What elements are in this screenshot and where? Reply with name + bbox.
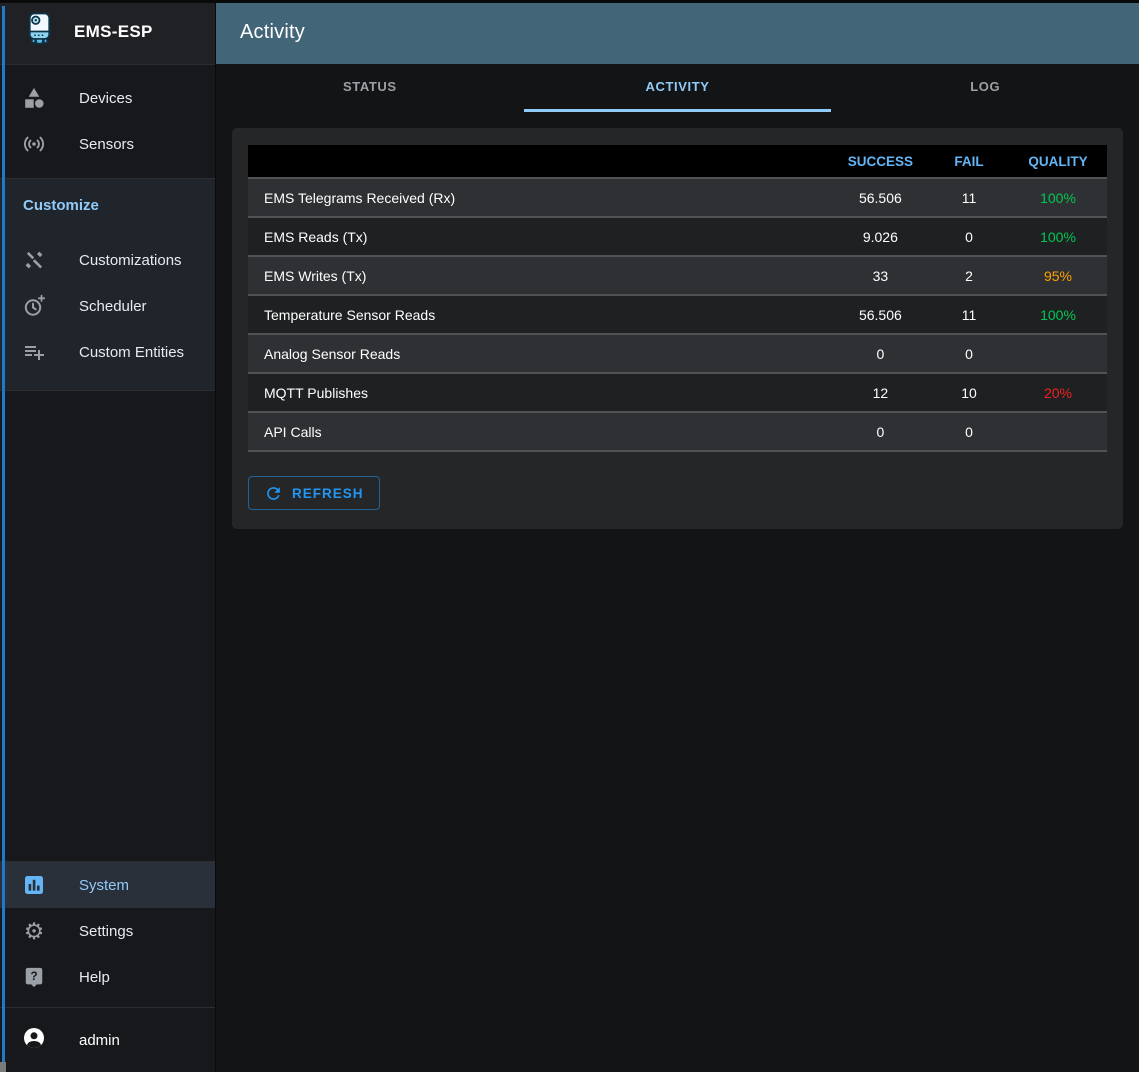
sidebar-item-customizations[interactable]: Customizations xyxy=(0,237,215,283)
success-cell: 0 xyxy=(876,345,885,362)
quality-cell xyxy=(1009,334,1107,373)
table-header-row: SUCCESS FAIL QUALITY xyxy=(248,145,1107,178)
username: admin xyxy=(79,1031,120,1049)
sidebar-item-label: Settings xyxy=(79,922,134,940)
sidebar-nav: Devices Sensors xyxy=(0,65,215,167)
quality-cell: 100% xyxy=(1040,189,1076,206)
tab-status[interactable]: STATUS xyxy=(343,79,397,94)
row-label-cell: Temperature Sensor Reads xyxy=(264,306,436,323)
sidebar-item-scheduler[interactable]: Scheduler xyxy=(0,283,215,329)
page-title: Activity xyxy=(240,20,305,43)
sensors-icon xyxy=(22,132,46,156)
refresh-button[interactable]: REFRESH xyxy=(248,476,380,510)
window-top-edge xyxy=(0,0,1139,3)
window-edge-artifact-cap xyxy=(0,1062,6,1072)
sidebar-item-label: Devices xyxy=(79,89,133,107)
sidebar-item-system[interactable]: System xyxy=(0,862,215,908)
fail-column-header: FAIL xyxy=(929,145,1009,178)
quality-cell: 95% xyxy=(1043,267,1073,284)
account-circle-icon xyxy=(22,1026,46,1055)
main-content: Activity STATUS ACTIVITY LOG SUCCESS FAI… xyxy=(216,0,1139,1072)
row-label-cell: EMS Telegrams Received (Rx) xyxy=(264,189,456,206)
user-section: admin xyxy=(0,1007,215,1072)
row-label-cell: EMS Writes (Tx) xyxy=(264,267,367,284)
sidebar-item-label: System xyxy=(79,876,130,894)
success-cell: 56.506 xyxy=(858,306,902,323)
success-cell: 9.026 xyxy=(862,228,898,245)
row-label-cell: Analog Sensor Reads xyxy=(264,345,401,362)
fail-cell: 2 xyxy=(965,267,973,284)
table-row: EMS Telegrams Received (Rx) 56.506 11 10… xyxy=(248,178,1107,217)
row-label-cell: EMS Reads (Tx) xyxy=(264,228,368,245)
row-label-cell: API Calls xyxy=(264,423,322,440)
sidebar-item-label: Customizations xyxy=(79,251,182,269)
tab-bar: STATUS ACTIVITY LOG xyxy=(216,64,1139,112)
category-icon xyxy=(22,86,46,110)
customize-section-label: Customize xyxy=(23,197,99,214)
quality-cell xyxy=(1009,412,1107,451)
sidebar-item-help[interactable]: ? Help xyxy=(0,954,215,1000)
quality-cell: 20% xyxy=(1043,384,1073,401)
fail-cell: 0 xyxy=(965,228,973,245)
row-label-cell: MQTT Publishes xyxy=(264,384,368,401)
success-cell: 56.506 xyxy=(858,189,902,206)
fail-cell: 0 xyxy=(965,345,973,362)
sidebar-item-label: Custom Entities xyxy=(79,343,185,361)
user-menu[interactable]: admin xyxy=(0,1008,215,1072)
help-bubble-icon: ? xyxy=(22,965,46,989)
boiler-logo-icon xyxy=(26,12,53,53)
sidebar-item-custom-entities[interactable]: Custom Entities xyxy=(0,329,215,375)
quality-cell: 100% xyxy=(1040,306,1076,323)
app-name: EMS-ESP xyxy=(74,22,153,41)
table-row: API Calls 0 0 xyxy=(248,412,1107,451)
fail-cell: 11 xyxy=(961,189,977,206)
tab-log[interactable]: LOG xyxy=(970,79,1001,94)
customize-section: Customize Customizations Scheduler xyxy=(0,178,215,391)
sidebar: EMS-ESP Devices Sensors Customize xyxy=(0,0,216,1072)
sidebar-item-settings[interactable]: ⚙ Settings xyxy=(0,908,215,954)
tools-icon xyxy=(22,248,46,272)
sidebar-bottom-nav: System ⚙ Settings ? Help xyxy=(0,861,215,1072)
sidebar-item-sensors[interactable]: Sensors xyxy=(0,121,215,167)
sidebar-item-label: Help xyxy=(79,968,110,986)
playlist-add-icon xyxy=(22,340,46,364)
quality-column-header: QUALITY xyxy=(1009,145,1107,178)
fail-cell: 10 xyxy=(961,384,977,401)
table-row: Temperature Sensor Reads 56.506 11 100% xyxy=(248,295,1107,334)
success-cell: 33 xyxy=(872,267,889,284)
window-edge-artifact xyxy=(2,6,5,1066)
table-row: Analog Sensor Reads 0 0 xyxy=(248,334,1107,373)
metric-column-header xyxy=(248,145,832,178)
table-row: EMS Reads (Tx) 9.026 0 100% xyxy=(248,217,1107,256)
fail-cell: 11 xyxy=(961,306,977,323)
sidebar-header: EMS-ESP xyxy=(0,0,215,65)
success-cell: 12 xyxy=(872,384,889,401)
success-column-header: SUCCESS xyxy=(831,145,929,178)
sidebar-item-label: Sensors xyxy=(79,135,135,153)
table-row: MQTT Publishes 12 10 20% xyxy=(248,373,1107,412)
gear-icon: ⚙ xyxy=(23,918,45,944)
quality-cell: 100% xyxy=(1040,228,1076,245)
tab-activity[interactable]: ACTIVITY xyxy=(523,64,832,112)
sidebar-item-devices[interactable]: Devices xyxy=(0,75,215,121)
svg-text:?: ? xyxy=(30,969,37,983)
activity-card: SUCCESS FAIL QUALITY EMS Telegrams Recei… xyxy=(232,128,1123,529)
activity-table: SUCCESS FAIL QUALITY EMS Telegrams Recei… xyxy=(248,145,1107,452)
refresh-icon xyxy=(264,484,283,503)
refresh-button-label: REFRESH xyxy=(292,485,364,501)
clock-plus-icon xyxy=(22,294,46,318)
fail-cell: 0 xyxy=(965,423,973,440)
success-cell: 0 xyxy=(876,423,885,440)
sidebar-item-label: Scheduler xyxy=(79,297,147,315)
app-bar: Activity xyxy=(216,0,1139,64)
table-row: EMS Writes (Tx) 33 2 95% xyxy=(248,256,1107,295)
bar-chart-icon xyxy=(22,873,46,897)
